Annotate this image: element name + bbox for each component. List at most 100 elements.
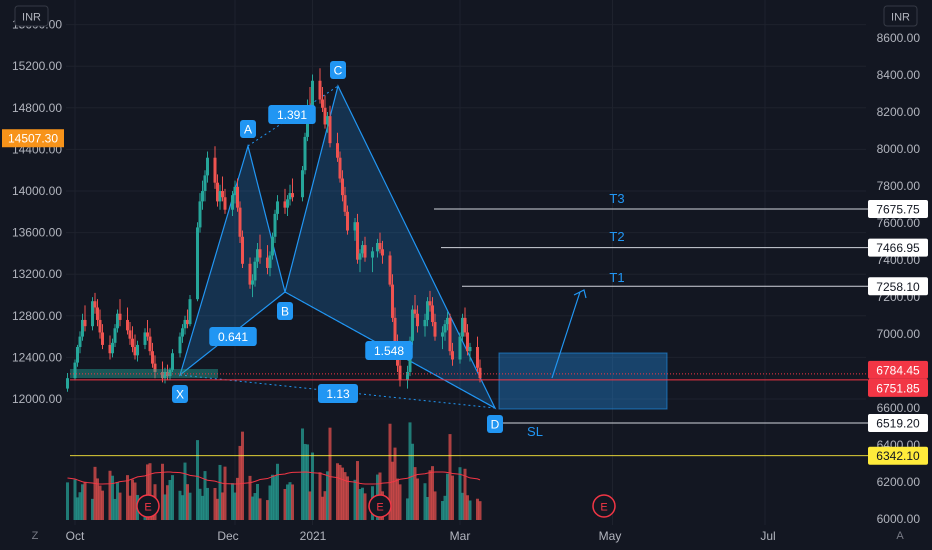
volume-bar (93, 466, 97, 520)
volume-bar (131, 479, 134, 520)
level-badge (868, 238, 928, 257)
volume-bar (338, 464, 342, 520)
ratio-xab-label: 0.641 (218, 330, 248, 344)
volume-bar (478, 501, 482, 520)
volume-bar (416, 478, 419, 520)
candle-body (146, 332, 149, 337)
candle-body (318, 80, 322, 100)
candle-body (326, 116, 329, 125)
candle-body (358, 253, 362, 260)
volume-bar (98, 485, 102, 520)
volume-bar (166, 485, 169, 520)
earnings-marker[interactable] (592, 494, 616, 518)
volume-bar (413, 467, 417, 520)
left-axis-tick: 13200.00 (12, 267, 62, 281)
candle-body (168, 369, 172, 377)
candle-body (213, 157, 217, 183)
candle-body (81, 319, 84, 337)
time-axis-label: 2021 (300, 529, 327, 543)
point-d-box (487, 415, 503, 433)
volume-bar (361, 487, 364, 520)
ratio-xad-box (318, 384, 358, 403)
candle-body (201, 191, 204, 202)
candle-body (398, 365, 402, 381)
candle-body (93, 301, 97, 308)
candle-body (236, 186, 239, 208)
volume-bar (178, 490, 182, 520)
candle-body (248, 263, 252, 285)
volume-bar (428, 470, 432, 520)
volume-bar (201, 495, 204, 520)
volume-bar (466, 495, 469, 520)
volume-bar (393, 447, 397, 520)
level-badge (868, 199, 928, 218)
volume-bar (251, 496, 254, 520)
volume-bar (356, 461, 359, 520)
volume-bar (363, 493, 367, 520)
volume-bar (336, 463, 339, 520)
candle-body (231, 195, 234, 210)
currency-right-label: INR (891, 12, 910, 24)
grid-lines (66, 0, 866, 525)
volume-bar (388, 423, 392, 520)
right-axis-tick: 8200.00 (877, 105, 921, 119)
candle-body (166, 371, 169, 377)
candle-body (91, 301, 94, 327)
volume-bar (188, 492, 192, 520)
candle-body (271, 236, 274, 256)
earnings-marker[interactable] (368, 494, 392, 518)
candle-body (283, 201, 287, 208)
volume-bar (78, 492, 82, 520)
candle-body (301, 170, 304, 198)
volume-bar (108, 470, 112, 520)
candle-body (286, 199, 289, 208)
candle-body (371, 251, 374, 258)
volume-bar (236, 477, 239, 520)
currency-left-box (14, 5, 49, 27)
volume-bar (341, 467, 344, 520)
volume-bar (426, 496, 429, 520)
level-badge-label: 7466.95 (876, 241, 920, 255)
candle-body (98, 319, 102, 333)
target-t3-label: T3 (609, 191, 624, 206)
candle-body (288, 193, 292, 200)
point-a-box (240, 120, 256, 138)
earnings-marker[interactable] (136, 494, 160, 518)
support-zone (70, 369, 218, 378)
volume-bar (433, 491, 437, 520)
left-axis-tick: 12800.00 (12, 309, 62, 323)
time-axis-label: Mar (450, 529, 471, 543)
volume-bar (441, 501, 444, 520)
candle-body (66, 378, 69, 389)
volume-bar (318, 472, 322, 520)
candle-body (126, 319, 129, 331)
volume-bar (283, 489, 287, 520)
candle-body (341, 178, 344, 196)
left-axis-tick: 12400.00 (12, 350, 62, 364)
candle-body (466, 332, 469, 352)
candle-body (163, 371, 167, 379)
right-axis-tick: 6000.00 (877, 512, 921, 526)
volume-bar (358, 489, 362, 520)
auto-scale-button[interactable]: A (896, 530, 904, 542)
volume-bar (181, 495, 184, 520)
volume-bar (266, 500, 269, 520)
left-axis-tick: 15200.00 (12, 59, 62, 73)
candle-body (273, 213, 277, 237)
volume-bar (83, 481, 87, 520)
candle-body (458, 336, 462, 360)
scale-toggle-left[interactable]: Z (32, 530, 39, 542)
currency-right[interactable]: INR (883, 5, 918, 27)
pattern-labels: X A B C D 0.641 1.391 1.548 1.13 (172, 61, 503, 433)
volume-bar (241, 431, 244, 520)
candle-body (258, 249, 262, 258)
earnings-marker-label: E (600, 502, 607, 514)
candle-body (111, 342, 114, 354)
candle-body (363, 245, 367, 258)
currency-left[interactable]: INR (14, 5, 49, 27)
candle-body (171, 353, 174, 370)
candle-body (251, 280, 254, 285)
volume-bar (238, 445, 242, 520)
